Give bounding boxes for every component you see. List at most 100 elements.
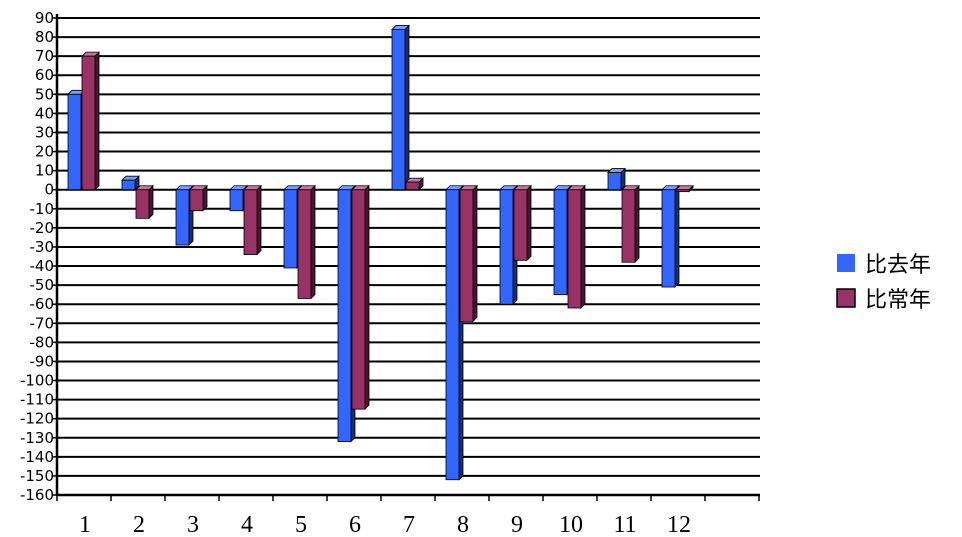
y-tick-label: -110 [20,391,54,409]
x-tick-label: 6 [349,512,361,537]
bar-side [580,184,586,309]
y-tick-label: 30 [35,123,54,141]
x-tick-label: 10 [559,512,583,537]
bar-series1-cat-7 [391,24,410,191]
y-tick-label: -160 [20,486,54,504]
y-tick-label: -140 [20,448,54,466]
bar-front [297,189,312,299]
bar-series2-cat-12 [675,184,694,193]
legend-label: 比去年 [865,253,931,278]
bar-front [445,189,460,481]
bar-side [256,184,262,256]
y-tick-label: -60 [30,295,55,313]
y-tick-label: -50 [30,276,55,294]
x-tick-label: 5 [295,512,307,537]
x-tick-label: 1 [79,512,91,537]
x-tick-label: 2 [133,512,145,537]
gridlines [57,17,760,496]
legend-swatch [836,288,856,308]
bar-side [148,184,154,220]
x-tick-label: 3 [187,512,199,537]
y-tick-label: -80 [30,333,55,351]
y-tick-label: -100 [20,372,54,390]
bar-side [310,184,316,300]
bar-series1-cat-2 [121,175,140,191]
y-tick-label: 90 [35,9,54,27]
y-tick-label: 70 [35,47,54,65]
bar-front [135,189,150,219]
bar-series2-cat-3 [189,184,208,212]
bar-side [634,184,640,264]
bar-front [391,29,406,191]
bar-side [472,184,478,323]
bar-series2-cat-7 [405,177,424,191]
bar-front [243,189,258,255]
bar-series2-cat-2 [135,184,154,220]
y-tick-label: -130 [20,429,54,447]
bar-front [513,189,528,261]
y-tick-label: -70 [30,314,55,332]
bar-front [351,189,366,410]
bar-side [364,184,370,411]
y-tick-label: 20 [35,143,54,161]
bar-side [674,184,680,288]
bar-front [229,189,244,212]
y-tick-label: 80 [35,28,54,46]
x-tick-labels: 1 2 3 4 5 6 7 8 9 10 11 12 [79,512,691,537]
bar-front [67,93,82,191]
y-tick-label: -40 [30,257,55,275]
bar-front [81,55,96,191]
bar-series2-cat-1 [81,51,100,191]
legend-swatch [837,254,855,272]
bar-front [661,189,676,288]
bar-front [405,181,420,191]
bar-side [526,184,532,262]
bar-series1-cat-12 [661,184,680,288]
y-tick-label: -20 [30,219,55,237]
bar-front [675,189,690,193]
bar-front [499,189,514,305]
bar-series2-cat-8 [459,184,478,323]
bar-front [175,189,190,246]
bar-series1-cat-11 [607,167,626,191]
bar-series2-cat-6 [351,184,370,411]
bar-side [404,24,410,191]
bar-front [337,189,352,442]
y-tick-label: -120 [20,410,54,428]
y-tick-label: 0 [44,181,54,199]
bar-front [121,179,136,191]
bar-front [621,189,636,263]
axes [52,14,760,501]
y-tick-label: -90 [30,352,55,370]
y-tick-label: -30 [30,238,55,256]
y-tick-label: 40 [35,104,54,122]
bar-front [189,189,204,212]
y-tick-label: 10 [35,162,54,180]
y-tick-label: -150 [20,467,54,485]
bar-series2-cat-5 [297,184,316,300]
bars [67,24,694,481]
bar-side [94,51,100,191]
bar-series2-cat-11 [621,184,640,264]
bar-front [567,189,582,309]
bar-series2-cat-4 [243,184,262,256]
bar-series2-cat-9 [513,184,532,262]
bar-front [459,189,474,322]
x-tick-label: 4 [241,512,253,537]
bar-series2-cat-10 [567,184,586,309]
bar-front [553,189,568,296]
bar-front [283,189,298,269]
bar-front [607,172,622,191]
x-tick-label: 8 [457,512,469,537]
legend-label: 比常年 [865,288,931,313]
y-tick-label: 60 [35,66,54,84]
x-tick-label: 11 [613,512,636,537]
x-tick-label: 12 [667,512,691,537]
y-tick-label: 50 [35,85,54,103]
y-tick-label: -10 [30,200,55,218]
x-tick-label: 7 [403,512,415,537]
x-tick-label: 9 [511,512,523,537]
